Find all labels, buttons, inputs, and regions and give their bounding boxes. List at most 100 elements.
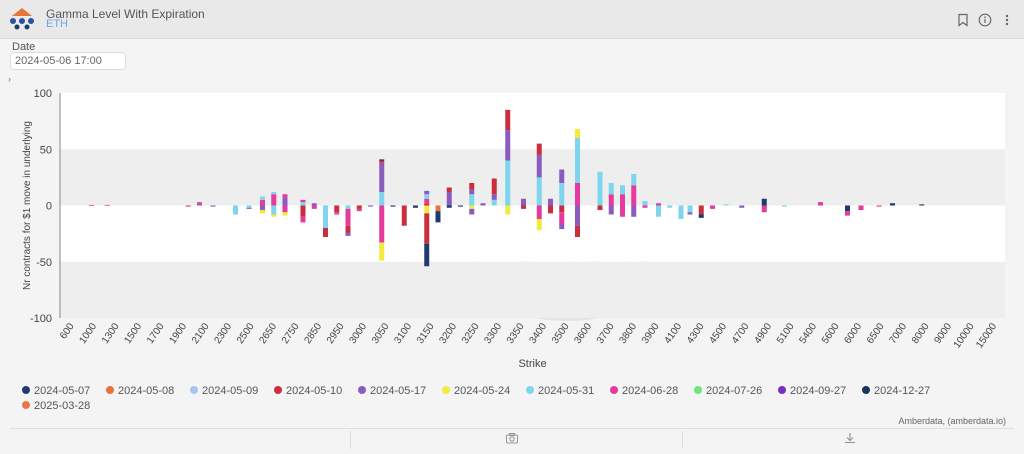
bar-segment[interactable] — [575, 129, 580, 138]
bar-segment[interactable] — [89, 204, 94, 206]
bar-segment[interactable] — [345, 225, 351, 233]
bar-segment[interactable] — [260, 196, 265, 200]
bar-segment[interactable] — [260, 205, 265, 211]
legend-item[interactable]: 2024-12-27 — [862, 384, 930, 398]
bar-segment[interactable] — [608, 194, 614, 206]
bar-segment[interactable] — [480, 203, 486, 206]
bar-segment[interactable] — [379, 160, 385, 163]
bar-segment[interactable] — [631, 185, 637, 206]
legend-item[interactable]: 2024-05-08 — [106, 384, 174, 398]
bar-segment[interactable] — [401, 205, 407, 226]
bar-segment[interactable] — [505, 160, 511, 206]
bar-segment[interactable] — [271, 194, 277, 206]
legend-item[interactable]: 2024-05-07 — [22, 384, 90, 398]
bar-segment[interactable] — [710, 205, 715, 209]
bar-segment[interactable] — [345, 205, 351, 209]
bar-segment[interactable] — [469, 189, 475, 195]
bar-segment[interactable] — [687, 205, 693, 213]
bar-segment[interactable] — [413, 205, 418, 208]
bar-segment[interactable] — [390, 205, 396, 207]
bar-segment[interactable] — [424, 243, 430, 267]
bar-segment[interactable] — [919, 204, 925, 206]
bar-segment[interactable] — [323, 228, 328, 237]
bar-segment[interactable] — [282, 205, 288, 213]
bar-segment[interactable] — [260, 199, 265, 206]
bar-segment[interactable] — [246, 207, 252, 209]
bar-segment[interactable] — [890, 203, 895, 206]
bar-segment[interactable] — [876, 205, 882, 207]
bar-segment[interactable] — [782, 205, 787, 207]
bar-segment[interactable] — [379, 242, 385, 261]
bar-segment[interactable] — [548, 198, 553, 206]
bar-segment[interactable] — [656, 203, 661, 206]
bar-segment[interactable] — [345, 208, 351, 226]
legend-item[interactable]: 2024-06-28 — [610, 384, 678, 398]
bar-segment[interactable] — [521, 198, 526, 206]
bar-segment[interactable] — [260, 210, 265, 214]
bar-segment[interactable] — [505, 109, 511, 131]
bar-segment[interactable] — [424, 203, 430, 206]
bar-segment[interactable] — [345, 232, 351, 236]
bar-segment[interactable] — [185, 205, 191, 207]
bar-segment[interactable] — [368, 205, 373, 207]
bar-segment[interactable] — [424, 205, 430, 214]
bar-segment[interactable] — [575, 225, 580, 237]
bar-segment[interactable] — [608, 183, 614, 195]
bar-segment[interactable] — [435, 211, 441, 223]
bar-segment[interactable] — [435, 205, 441, 212]
bar-segment[interactable] — [424, 194, 430, 199]
bar-segment[interactable] — [424, 198, 430, 204]
bar-segment[interactable] — [491, 199, 497, 206]
bar-segment[interactable] — [356, 205, 362, 209]
bar-segment[interactable] — [379, 159, 385, 161]
bar-segment[interactable] — [334, 205, 340, 213]
bar-segment[interactable] — [446, 192, 452, 206]
legend-item[interactable]: 2024-05-24 — [442, 384, 510, 398]
bar-segment[interactable] — [282, 194, 288, 198]
bar-segment[interactable] — [424, 213, 430, 244]
bar-segment[interactable] — [559, 183, 565, 206]
more-vertical-icon[interactable] — [1000, 13, 1014, 27]
bar-segment[interactable] — [608, 205, 614, 215]
download-icon[interactable] — [840, 431, 860, 449]
bar-segment[interactable] — [379, 162, 385, 192]
bar-segment[interactable] — [631, 205, 637, 217]
bar-segment[interactable] — [104, 204, 110, 206]
bar-segment[interactable] — [559, 169, 565, 184]
bar-segment[interactable] — [356, 208, 362, 212]
bar-segment[interactable] — [246, 205, 252, 208]
bar-segment[interactable] — [271, 192, 277, 195]
date-input[interactable] — [10, 52, 126, 70]
bar-segment[interactable] — [536, 177, 542, 206]
legend-item[interactable]: 2024-05-31 — [526, 384, 594, 398]
bar-segment[interactable] — [536, 205, 542, 220]
legend-item[interactable]: 2024-05-09 — [190, 384, 258, 398]
bar-segment[interactable] — [620, 194, 625, 206]
bar-segment[interactable] — [698, 214, 704, 218]
bar-segment[interactable] — [536, 143, 542, 155]
bar-segment[interactable] — [597, 205, 603, 211]
bar-segment[interactable] — [505, 205, 511, 215]
bar-segment[interactable] — [739, 205, 745, 208]
bar-segment[interactable] — [858, 205, 864, 211]
bar-segment[interactable] — [536, 154, 542, 178]
bar-segment[interactable] — [469, 208, 475, 215]
bar-segment[interactable] — [548, 205, 553, 214]
bar-segment[interactable] — [575, 205, 580, 226]
bar-segment[interactable] — [210, 205, 216, 207]
bar-segment[interactable] — [723, 204, 729, 206]
bar-segment[interactable] — [197, 202, 202, 204]
legend-item[interactable]: 2024-05-10 — [274, 384, 342, 398]
bar-segment[interactable] — [233, 205, 238, 215]
bar-segment[interactable] — [575, 183, 580, 206]
bar-segment[interactable] — [469, 183, 475, 190]
legend-item[interactable]: 2024-05-17 — [358, 384, 426, 398]
bar-segment[interactable] — [521, 205, 526, 209]
bar-segment[interactable] — [597, 171, 603, 206]
bar-segment[interactable] — [282, 197, 288, 206]
bar-segment[interactable] — [620, 205, 625, 217]
bar-segment[interactable] — [642, 205, 648, 208]
bar-segment[interactable] — [424, 190, 430, 195]
bar-segment[interactable] — [300, 199, 306, 203]
legend-item[interactable]: 2025-03-28 — [22, 399, 90, 413]
